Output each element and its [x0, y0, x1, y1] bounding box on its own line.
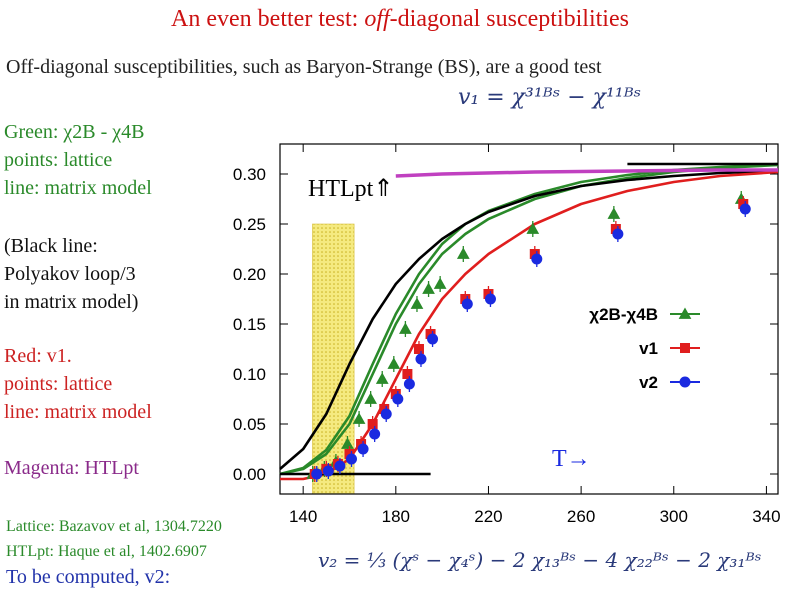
- data-point-chi2-chi4: [433, 277, 447, 289]
- data-point-chi2-chi4: [375, 372, 389, 384]
- data-point-v2: [392, 393, 404, 405]
- data-point-chi2-chi4: [526, 222, 540, 234]
- red-note-title: Red: v1.: [4, 345, 72, 367]
- y-tick-label: 0.20: [233, 265, 266, 284]
- data-point-v2: [531, 253, 543, 265]
- equation-v1: v₁ = χ³¹ᴮˢ − χ¹¹ᴮˢ: [458, 85, 642, 110]
- htlpt-plot-label: HTLpt⇑: [308, 176, 393, 202]
- data-point-v2: [345, 453, 357, 465]
- plot-frame: [279, 143, 779, 495]
- susceptibility-plot: 0.00 0.05 0.10 0.15 0.20 0.25 0.30 140 180 220 260…: [233, 143, 781, 526]
- magenta-note: Magenta: HTLpt: [4, 457, 139, 479]
- data-point-v1: [413, 344, 424, 354]
- data-point-v2: [380, 408, 392, 420]
- green-note-line: line: matrix model: [4, 177, 152, 199]
- legend-label: χ2B-χ4B: [589, 305, 658, 324]
- data-point-chi2-chi4: [607, 207, 621, 219]
- y-tick-label: 0.05: [233, 415, 266, 434]
- to-be-computed-note: To be computed, v2:: [6, 566, 171, 588]
- line-magenta-htlpt: [395, 168, 778, 178]
- data-point-v2: [415, 353, 427, 365]
- data-point-chi2-chi4: [364, 392, 378, 404]
- x-tick-label: 140: [289, 507, 317, 526]
- temperature-arrow-label: T→: [552, 446, 591, 472]
- data-point-v2: [369, 428, 381, 440]
- subtitle: Off-diagonal susceptibilities, such as B…: [6, 56, 602, 78]
- data-point-v2: [484, 293, 496, 305]
- red-note-line: line: matrix model: [4, 401, 152, 423]
- data-point-chi2-chi4: [352, 412, 366, 424]
- slide-title: An even better test: off-diagonal suscep…: [171, 6, 629, 32]
- y-tick-label: 0.10: [233, 365, 266, 384]
- line-black-polyakov: [279, 169, 779, 470]
- green-note: Green: χ2B - χ4B points: lattice line: m…: [4, 118, 152, 202]
- x-tick-label: 180: [382, 507, 410, 526]
- x-tick-label: 220: [474, 507, 502, 526]
- black-note-line-1: (Black line:: [4, 235, 98, 257]
- legend-swatch-marker: [678, 307, 692, 319]
- data-point-v2: [357, 443, 369, 455]
- equation-v2: v₂ = ⅓ (χˢ − χ₄ˢ) − 2 χ₁₃ᴮˢ − 4 χ₂₂ᴮˢ − …: [318, 548, 762, 572]
- legend-swatch-marker: [680, 343, 690, 353]
- y-tick-label: 0.00: [233, 465, 266, 484]
- red-note: Red: v1. points: lattice line: matrix mo…: [4, 342, 152, 426]
- black-note-line-3: in matrix model): [4, 291, 139, 313]
- data-point-v1: [367, 419, 378, 429]
- htlpt-reference: HTLpt: Haque et al, 1402.6907: [6, 543, 207, 560]
- data-point-chi2-chi4: [399, 322, 412, 334]
- data-point-v2: [334, 460, 346, 472]
- x-tick-label: 340: [752, 507, 780, 526]
- black-line-note: (Black line: Polyakov loop/3 in matrix m…: [4, 232, 138, 316]
- green-note-points: points: lattice: [4, 149, 113, 171]
- lattice-reference: Lattice: Bazavov et al, 1304.7220: [6, 518, 222, 535]
- data-point-v2: [322, 465, 334, 477]
- x-tick-label: 300: [660, 507, 688, 526]
- data-point-chi2-chi4: [410, 297, 424, 309]
- legend-swatch-marker: [679, 376, 691, 388]
- legend-label: v1: [639, 339, 658, 358]
- line-green-model-1: [279, 163, 779, 476]
- data-point-v2: [311, 468, 323, 480]
- data-point-chi2-chi4: [387, 357, 401, 369]
- legend-label: v2: [639, 373, 658, 392]
- data-point-chi2-chi4: [422, 282, 435, 294]
- line-green-model-2: [279, 162, 779, 476]
- data-point-chi2-chi4: [456, 247, 470, 259]
- data-point-v2: [461, 298, 473, 310]
- red-note-points: points: lattice: [4, 373, 113, 395]
- black-note-line-2: Polyakov loop/3: [4, 263, 136, 285]
- data-point-v1: [402, 369, 413, 379]
- data-point-v2: [403, 378, 415, 390]
- y-tick-label: 0.15: [233, 315, 266, 334]
- data-point-v2: [427, 333, 439, 345]
- green-note-title: Green: χ2B - χ4B: [4, 121, 145, 143]
- x-tick-label: 260: [567, 507, 595, 526]
- data-point-chi2-chi4: [341, 437, 354, 449]
- y-tick-label: 0.30: [233, 165, 266, 184]
- data-point-v2: [612, 228, 624, 240]
- data-point-v2: [739, 203, 751, 215]
- line-red-model: [280, 170, 779, 481]
- y-tick-label: 0.25: [233, 215, 266, 234]
